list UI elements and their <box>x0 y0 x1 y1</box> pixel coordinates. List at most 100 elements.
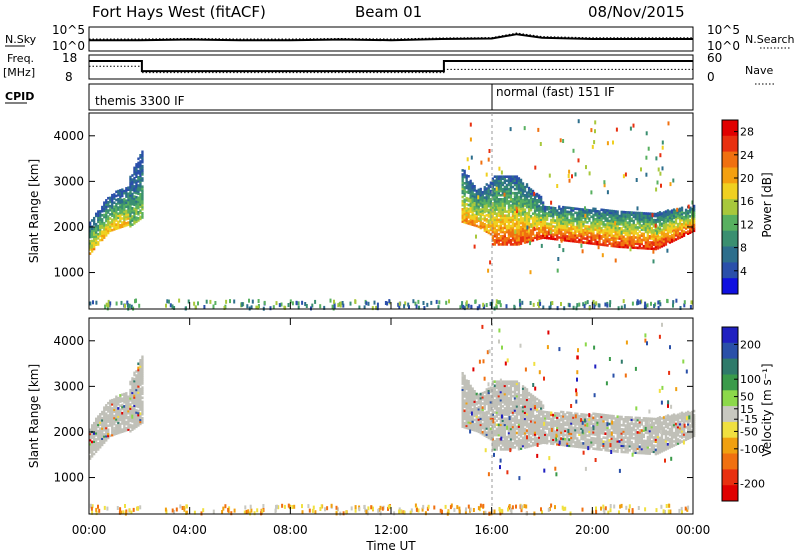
scatter-cell <box>481 410 484 413</box>
scatter-cell <box>495 394 498 398</box>
scatter-cell <box>513 193 517 197</box>
scatter-cell <box>509 388 513 392</box>
scatter-cell <box>481 205 484 208</box>
scatter-cell <box>596 431 599 435</box>
scatter-cell <box>517 386 521 389</box>
scatter-cell <box>311 303 314 308</box>
scatter-cell <box>572 305 575 310</box>
scatter-cell <box>529 399 533 403</box>
scatter-cell <box>487 436 490 440</box>
scatter-cell <box>109 422 112 425</box>
scatter-cell <box>628 229 631 233</box>
scatter-cell <box>644 214 647 217</box>
scatter-cell <box>463 382 466 386</box>
scatter-cell <box>511 429 515 433</box>
scatter-cell <box>556 416 559 419</box>
scatter-cell <box>509 241 513 244</box>
scatter-cell <box>598 232 601 236</box>
scatter-cell <box>475 400 478 404</box>
scatter-cell <box>125 408 128 412</box>
scatter-cell <box>503 222 506 226</box>
scatter-cell <box>578 209 581 213</box>
scatter-cell <box>564 222 567 226</box>
scatter-cell <box>495 403 498 406</box>
scatter-cell <box>648 214 651 218</box>
scatter-cell <box>614 214 617 217</box>
scatter-cell <box>598 419 601 422</box>
scatter-cell <box>141 201 144 205</box>
scatter-cell <box>497 177 500 181</box>
scatter-cell <box>608 227 611 231</box>
scatter-cell <box>131 180 134 183</box>
scatter-cell <box>538 204 541 208</box>
scatter-cell <box>95 421 98 425</box>
scatter-cell <box>624 221 627 224</box>
scatter-cell <box>652 237 655 240</box>
scatter-cell <box>127 192 130 196</box>
scatter-cell <box>574 236 577 239</box>
scatter-cell <box>483 403 486 406</box>
scatter-cell <box>578 218 581 221</box>
scatter-cell <box>618 235 621 238</box>
scatter-cell <box>137 368 140 372</box>
scatter-cell <box>544 410 547 414</box>
scatter-cell <box>466 304 469 309</box>
scatter-cell <box>566 220 569 224</box>
scatter-cell <box>552 417 555 421</box>
scatter-cell <box>491 216 494 220</box>
scatter-cell <box>586 440 589 444</box>
scatter-cell <box>461 408 464 412</box>
scatter-cell <box>91 434 94 438</box>
scatter-cell <box>513 390 517 394</box>
scatter-cell <box>582 222 585 226</box>
scatter-cell <box>552 440 555 444</box>
scatter-cell <box>596 236 599 240</box>
scatter-cell <box>493 431 496 435</box>
scatter-cell <box>570 438 573 442</box>
scatter-cell <box>564 437 567 441</box>
scatter-cell <box>511 214 515 217</box>
scatter-cell <box>542 429 545 432</box>
scatter-cell <box>503 181 506 185</box>
scatter-cell <box>109 227 112 230</box>
scatter-cell <box>497 433 500 437</box>
scatter-cell <box>499 413 502 416</box>
scatter-cell <box>495 386 498 390</box>
scatter-cell <box>582 427 585 431</box>
scatter-cell <box>527 422 531 426</box>
scatter-cell <box>646 232 649 236</box>
scatter-cell <box>678 217 682 221</box>
scatter-cell <box>602 216 605 220</box>
scatter-cell <box>466 157 469 162</box>
scatter-cell <box>97 415 100 418</box>
scatter-cell <box>487 190 490 194</box>
scatter-cell <box>568 423 571 427</box>
scatter-cell <box>536 401 539 405</box>
scatter-cell <box>540 413 543 416</box>
scatter-cell <box>602 421 605 425</box>
scatter-cell <box>483 218 486 222</box>
scatter-cell <box>572 223 575 227</box>
scatter-cell <box>509 226 513 230</box>
scatter-cell <box>548 222 551 226</box>
scatter-cell <box>503 175 506 178</box>
scatter-cell <box>95 432 98 435</box>
scatter-cell <box>604 432 607 435</box>
scatter-cell <box>113 226 116 229</box>
scatter-cell <box>475 191 478 195</box>
scatter-cell <box>592 242 595 245</box>
scatter-cell <box>403 304 406 309</box>
scatter-cell <box>495 437 498 441</box>
scatter-cell <box>515 401 519 404</box>
scatter-cell <box>594 213 597 217</box>
scatter-cell <box>115 194 118 198</box>
scatter-cell <box>101 437 104 440</box>
scatter-cell <box>489 224 492 228</box>
scatter-cell <box>689 221 692 224</box>
scatter-cell <box>564 224 567 228</box>
scatter-cell <box>137 362 140 366</box>
scatter-cell <box>548 206 550 210</box>
scatter-cell <box>105 225 108 229</box>
scatter-cell <box>550 423 553 427</box>
scatter-cell <box>624 217 627 220</box>
